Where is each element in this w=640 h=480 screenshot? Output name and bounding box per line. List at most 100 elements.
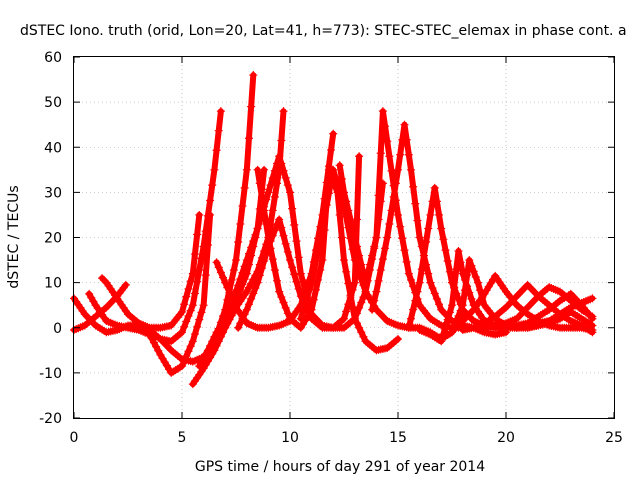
- data-point-marker: [419, 251, 428, 260]
- data-point-marker: [381, 244, 390, 253]
- plot-frame: [73, 56, 615, 419]
- y-axis-label: dSTEC / TECUs: [6, 185, 22, 288]
- data-point-marker: [337, 174, 346, 183]
- data-point-marker: [400, 120, 409, 129]
- data-point-marker: [255, 271, 264, 280]
- data-point-marker: [361, 278, 370, 287]
- data-point-marker: [303, 293, 312, 302]
- data-point-marker: [292, 277, 301, 286]
- data-point-marker: [279, 298, 288, 307]
- data-point-marker: [473, 278, 482, 287]
- data-point-marker: [225, 302, 234, 311]
- data-point-marker: [270, 192, 279, 201]
- data-point-marker: [247, 243, 256, 252]
- data-point-marker: [352, 242, 361, 251]
- data-point-marker: [273, 276, 282, 285]
- data-point-marker: [355, 152, 364, 161]
- x-tick-label: 5: [178, 430, 187, 446]
- series-23: [523, 307, 597, 332]
- data-point-marker: [350, 233, 359, 242]
- data-point-marker: [294, 284, 303, 293]
- data-point-marker: [439, 235, 448, 244]
- data-point-marker: [467, 261, 476, 270]
- data-point-marker: [182, 317, 191, 326]
- data-point-marker: [216, 107, 225, 116]
- data-point-marker: [324, 189, 333, 198]
- y-tick-label: -10: [39, 366, 62, 382]
- data-point-marker: [357, 260, 366, 269]
- data-point-marker: [253, 224, 262, 233]
- data-point-marker: [296, 269, 305, 278]
- data-point-marker: [249, 71, 258, 80]
- data-point-marker: [318, 256, 327, 265]
- data-point-marker: [415, 278, 424, 287]
- data-point-marker: [266, 181, 275, 190]
- data-point-marker: [404, 269, 413, 278]
- data-point-marker: [402, 135, 411, 144]
- data-point-marker: [327, 177, 336, 186]
- data-point-marker: [279, 166, 288, 175]
- data-point-marker: [426, 210, 435, 219]
- data-point-marker: [281, 173, 290, 182]
- x-axis-label: GPS time / hours of day 291 of year 2014: [195, 459, 485, 475]
- data-point-marker: [193, 230, 202, 239]
- data-point-marker: [212, 146, 221, 155]
- data-point-marker: [238, 201, 247, 210]
- data-point-marker: [340, 256, 348, 265]
- data-point-marker: [273, 220, 282, 229]
- data-point-marker: [314, 246, 323, 255]
- x-tick-label: 25: [605, 430, 623, 446]
- data-point-marker: [376, 265, 385, 274]
- data-point-marker: [221, 312, 230, 321]
- data-point-marker: [206, 341, 215, 350]
- data-point-marker: [281, 303, 290, 312]
- data-point-marker: [260, 256, 269, 265]
- data-point-marker: [244, 249, 253, 258]
- data-point-marker: [270, 265, 279, 274]
- data-point-marker: [454, 312, 463, 321]
- data-point-marker: [417, 265, 426, 274]
- data-point-marker: [309, 295, 318, 304]
- data-point-marker: [242, 256, 251, 265]
- data-point-marker: [195, 210, 204, 219]
- data-point-marker: [290, 270, 299, 279]
- data-point-marker: [400, 246, 409, 255]
- data-point-marker: [221, 278, 230, 287]
- data-point-marker: [322, 201, 331, 210]
- data-point-marker: [320, 212, 329, 221]
- data-point-marker: [247, 279, 256, 288]
- data-point-marker: [385, 152, 394, 161]
- data-point-marker: [406, 165, 415, 174]
- data-point-marker: [238, 314, 247, 323]
- tick-layer: 0 5 10 15 20 25 -20 -10 0 10 20 30 40 50 60: [39, 50, 623, 446]
- y-tick-label: 60: [44, 50, 62, 66]
- data-point-marker: [430, 183, 439, 192]
- data-point-marker: [409, 305, 418, 314]
- data-point-marker: [430, 289, 439, 298]
- data-point-marker: [448, 301, 456, 310]
- data-point-marker: [311, 256, 320, 265]
- data-point-marker: [402, 257, 411, 266]
- data-point-marker: [268, 173, 277, 182]
- data-point-marker: [236, 319, 245, 328]
- data-point-marker: [307, 305, 316, 314]
- data-point-marker: [277, 293, 286, 302]
- data-point-marker: [216, 268, 225, 277]
- data-point-marker: [443, 256, 452, 265]
- data-point-marker: [178, 328, 186, 337]
- data-point-marker: [428, 284, 437, 293]
- data-point-marker: [374, 276, 383, 285]
- data-point-marker: [316, 235, 325, 244]
- data-point-marker: [154, 346, 163, 355]
- data-point-marker: [232, 287, 240, 296]
- data-point-marker: [305, 285, 314, 294]
- data-point-marker: [227, 275, 236, 284]
- data-point-marker: [270, 166, 279, 175]
- data-point-marker: [437, 224, 446, 233]
- data-point-marker: [214, 126, 223, 135]
- data-point-marker: [208, 181, 217, 190]
- data-point-marker: [190, 250, 199, 259]
- data-point-marker: [257, 264, 266, 273]
- data-point-marker: [588, 294, 597, 303]
